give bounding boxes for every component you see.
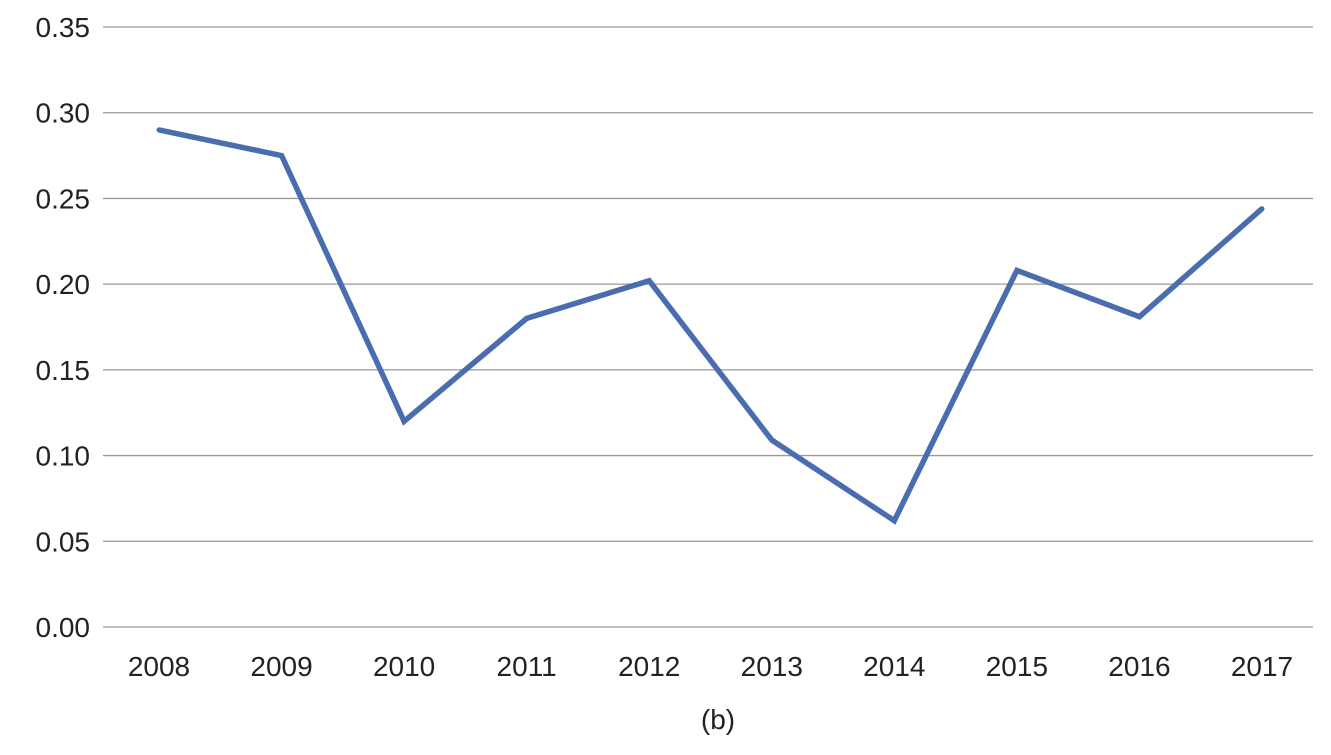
data-point [279, 153, 285, 159]
x-tick-label: 2016 [1108, 651, 1170, 682]
y-tick-label: 0.10 [36, 441, 91, 472]
gridlines [103, 26, 1313, 628]
data-point [891, 518, 897, 524]
data-point [1136, 314, 1142, 320]
x-tick-label: 2013 [741, 651, 803, 682]
x-tick-label: 2008 [128, 651, 190, 682]
data-point [401, 418, 407, 424]
x-tick-label: 2014 [863, 651, 925, 682]
data-point [646, 278, 652, 284]
x-tick-label: 2011 [497, 651, 557, 682]
data-point [769, 437, 775, 443]
y-tick-label: 0.15 [36, 355, 91, 386]
chart-caption: (b) [701, 704, 735, 735]
y-tick-label: 0.20 [36, 269, 91, 300]
y-tick-label: 0.00 [36, 612, 91, 643]
data-point [156, 127, 162, 133]
x-tick-label: 2015 [986, 651, 1048, 682]
x-tick-label: 2010 [373, 651, 435, 682]
y-tick-label: 0.35 [36, 12, 91, 43]
data-point [1259, 206, 1265, 212]
x-tick-label: 2017 [1231, 651, 1293, 682]
data-point [1014, 267, 1020, 273]
x-tick-label: 2012 [618, 651, 680, 682]
x-axis-tick-labels: 2008 2009 2010 2011 2012 2013 2014 2015 2016 2017 [128, 651, 1293, 682]
y-tick-label: 0.25 [36, 183, 91, 214]
x-tick-label: 2009 [250, 651, 312, 682]
data-point [524, 315, 530, 321]
y-tick-label: 0.30 [36, 98, 91, 129]
y-axis-tick-labels: 0.00 0.05 0.10 0.15 0.20 0.25 0.30 0.35 [36, 12, 91, 643]
series-layer [156, 127, 1265, 525]
y-tick-label: 0.05 [36, 526, 91, 557]
series-line [158, 127, 1264, 525]
